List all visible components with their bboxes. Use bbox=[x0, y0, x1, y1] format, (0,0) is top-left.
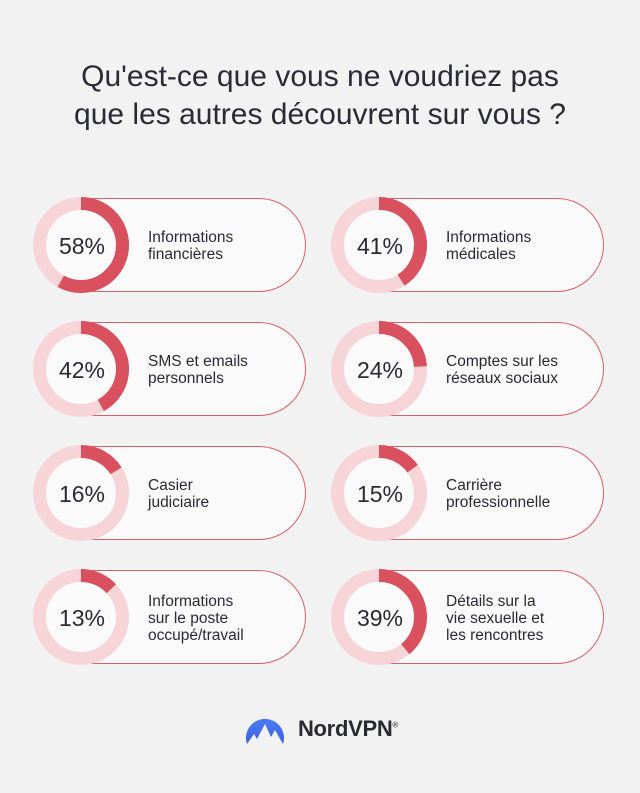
percent-label: 41% bbox=[356, 232, 404, 259]
page-title: Qu'est-ce que vous ne voudriez pas que l… bbox=[0, 58, 640, 134]
category-label: Informations médicales bbox=[446, 199, 596, 293]
donut-arc bbox=[33, 197, 129, 293]
donut-ring bbox=[33, 197, 129, 293]
category-label: Carrière professionnelle bbox=[446, 447, 596, 541]
nordvpn-logo-icon bbox=[245, 718, 284, 744]
donut-ring bbox=[33, 321, 129, 417]
stat-card: 16% Casier judiciaire bbox=[33, 445, 306, 541]
donut-ring bbox=[331, 197, 427, 293]
donut-arc bbox=[331, 445, 427, 541]
category-label-line: SMS et emails bbox=[148, 353, 248, 370]
category-label-line: Carrière bbox=[446, 477, 502, 494]
percent-label: 13% bbox=[58, 604, 106, 631]
category-label-line: professionnelle bbox=[446, 494, 551, 511]
brand-footer: NordVPN® bbox=[0, 712, 640, 746]
brand-name: NordVPN® bbox=[297, 716, 399, 741]
category-label: Informations sur le poste occupé/travail bbox=[148, 571, 298, 665]
donut-ring bbox=[331, 445, 427, 541]
category-label-line: financières bbox=[148, 246, 223, 263]
title-line-2: que les autres découvrent sur vous ? bbox=[74, 98, 566, 131]
percent-label: 15% bbox=[356, 480, 404, 507]
category-label-line: les rencontres bbox=[446, 626, 544, 644]
category-label: Informations financières bbox=[148, 199, 298, 293]
category-label-line: occupé/travail bbox=[148, 626, 244, 644]
donut-ring bbox=[331, 321, 427, 417]
category-label-line: Comptes sur les bbox=[446, 353, 558, 370]
stat-card: 24% Comptes sur les réseaux sociaux bbox=[331, 321, 604, 417]
percent-label: 24% bbox=[356, 356, 404, 383]
category-label-line: médicales bbox=[446, 246, 516, 263]
category-label-line: vie sexuelle et bbox=[446, 609, 545, 627]
category-label-line: Informations bbox=[148, 229, 234, 246]
title-line-1: Qu'est-ce que vous ne voudriez pas bbox=[81, 60, 559, 93]
donut-arc bbox=[331, 197, 427, 293]
donut-arc bbox=[331, 569, 427, 665]
stat-card: 42% SMS et emails personnels bbox=[33, 321, 306, 417]
donut-arc bbox=[331, 321, 427, 417]
stat-card: 15% Carrière professionnelle bbox=[331, 445, 604, 541]
stat-card: 13% Informations sur le poste occupé/travai… bbox=[33, 569, 306, 665]
percent-label: 39% bbox=[356, 604, 404, 631]
percent-label: 42% bbox=[58, 356, 106, 383]
category-label-line: Informations bbox=[446, 229, 532, 246]
registered-mark: ® bbox=[392, 720, 399, 730]
donut-ring bbox=[33, 569, 129, 665]
donut-ring bbox=[33, 445, 129, 541]
category-label-line: judiciaire bbox=[148, 494, 210, 511]
category-label-line: Informations bbox=[148, 592, 234, 610]
stat-grid: 58% Informations financières 41% Information… bbox=[33, 197, 608, 668]
category-label-line: Détails sur la bbox=[446, 592, 536, 610]
donut-arc bbox=[33, 321, 129, 417]
category-label: Détails sur la vie sexuelle et les rencont… bbox=[446, 571, 596, 665]
donut-arc bbox=[33, 569, 129, 665]
percent-label: 16% bbox=[58, 480, 106, 507]
donut-arc bbox=[33, 445, 129, 541]
category-label-line: réseaux sociaux bbox=[446, 370, 559, 387]
category-label: Casier judiciaire bbox=[148, 447, 298, 541]
category-label: SMS et emails personnels bbox=[148, 323, 298, 417]
category-label-line: sur le poste bbox=[148, 609, 229, 627]
percent-label: 58% bbox=[58, 232, 106, 259]
category-label-line: personnels bbox=[148, 370, 224, 387]
stat-card: 41% Informations médicales bbox=[331, 197, 604, 293]
stat-card: 58% Informations financières bbox=[33, 197, 306, 293]
category-label: Comptes sur les réseaux sociaux bbox=[446, 323, 596, 417]
donut-ring bbox=[331, 569, 427, 665]
stat-card: 39% Détails sur la vie sexuelle et les renc… bbox=[331, 569, 604, 665]
category-label-line: Casier bbox=[148, 477, 193, 494]
